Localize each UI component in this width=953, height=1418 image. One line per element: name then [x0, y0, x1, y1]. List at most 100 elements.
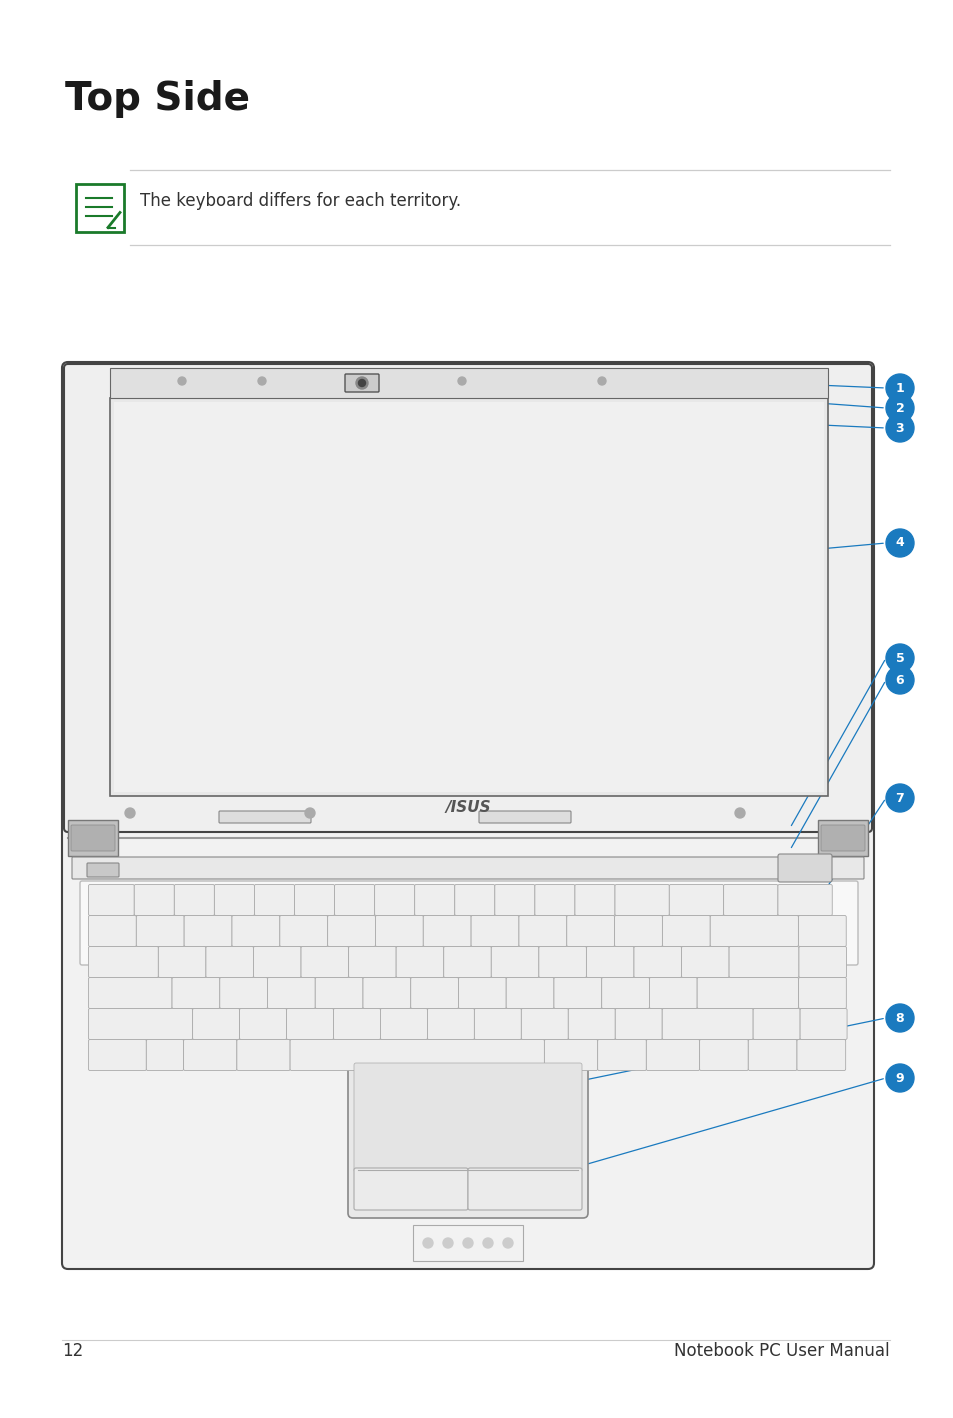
FancyBboxPatch shape [375, 885, 415, 916]
FancyBboxPatch shape [586, 946, 634, 977]
FancyBboxPatch shape [778, 854, 831, 882]
FancyBboxPatch shape [798, 946, 845, 977]
FancyBboxPatch shape [68, 820, 118, 856]
Circle shape [305, 808, 314, 818]
FancyBboxPatch shape [800, 1008, 846, 1039]
FancyBboxPatch shape [206, 946, 253, 977]
FancyBboxPatch shape [254, 885, 294, 916]
FancyBboxPatch shape [423, 916, 471, 946]
Circle shape [462, 1238, 473, 1248]
FancyBboxPatch shape [380, 1008, 427, 1039]
FancyBboxPatch shape [134, 885, 174, 916]
FancyBboxPatch shape [327, 916, 375, 946]
FancyBboxPatch shape [634, 946, 680, 977]
Text: 6: 6 [895, 674, 903, 686]
FancyBboxPatch shape [219, 811, 311, 822]
FancyBboxPatch shape [411, 977, 458, 1008]
Text: Notebook PC User Manual: Notebook PC User Manual [674, 1341, 889, 1360]
Text: 1: 1 [895, 381, 903, 394]
Text: 5: 5 [895, 651, 903, 665]
FancyBboxPatch shape [80, 881, 857, 966]
Circle shape [885, 784, 913, 813]
FancyBboxPatch shape [354, 1168, 468, 1210]
Text: Top Side: Top Side [65, 79, 250, 118]
FancyBboxPatch shape [723, 885, 777, 916]
Text: 9: 9 [895, 1072, 903, 1085]
FancyBboxPatch shape [597, 1039, 646, 1071]
FancyBboxPatch shape [495, 885, 535, 916]
FancyBboxPatch shape [669, 885, 723, 916]
FancyBboxPatch shape [777, 885, 831, 916]
FancyBboxPatch shape [798, 977, 845, 1008]
FancyBboxPatch shape [267, 977, 314, 1008]
FancyBboxPatch shape [110, 369, 827, 398]
FancyBboxPatch shape [89, 885, 134, 916]
FancyBboxPatch shape [699, 1039, 747, 1071]
FancyBboxPatch shape [87, 864, 119, 876]
FancyBboxPatch shape [71, 856, 863, 879]
FancyBboxPatch shape [193, 1008, 239, 1039]
Text: 8: 8 [895, 1011, 903, 1024]
Circle shape [885, 666, 913, 693]
FancyBboxPatch shape [172, 977, 219, 1008]
FancyBboxPatch shape [817, 820, 867, 856]
FancyBboxPatch shape [354, 1064, 581, 1173]
FancyBboxPatch shape [680, 946, 728, 977]
FancyBboxPatch shape [661, 916, 709, 946]
FancyBboxPatch shape [375, 916, 423, 946]
FancyBboxPatch shape [294, 885, 335, 916]
FancyBboxPatch shape [290, 1039, 544, 1071]
FancyBboxPatch shape [468, 1168, 581, 1210]
FancyBboxPatch shape [89, 946, 158, 977]
FancyBboxPatch shape [395, 946, 443, 977]
FancyBboxPatch shape [661, 1008, 752, 1039]
FancyBboxPatch shape [427, 1008, 474, 1039]
FancyBboxPatch shape [62, 362, 873, 1269]
FancyBboxPatch shape [301, 946, 348, 977]
FancyBboxPatch shape [491, 946, 538, 977]
FancyBboxPatch shape [478, 811, 571, 822]
FancyBboxPatch shape [89, 977, 172, 1008]
FancyBboxPatch shape [554, 977, 601, 1008]
FancyBboxPatch shape [535, 885, 575, 916]
FancyBboxPatch shape [146, 1039, 183, 1071]
Circle shape [885, 394, 913, 423]
FancyBboxPatch shape [279, 916, 327, 946]
FancyBboxPatch shape [601, 977, 649, 1008]
Circle shape [442, 1238, 453, 1248]
FancyBboxPatch shape [821, 825, 864, 851]
FancyBboxPatch shape [566, 916, 614, 946]
FancyBboxPatch shape [239, 1008, 286, 1039]
FancyBboxPatch shape [236, 1039, 290, 1071]
FancyBboxPatch shape [458, 977, 506, 1008]
FancyBboxPatch shape [89, 1008, 193, 1039]
FancyBboxPatch shape [253, 946, 301, 977]
Circle shape [885, 644, 913, 672]
FancyBboxPatch shape [76, 183, 124, 231]
FancyBboxPatch shape [544, 1039, 597, 1071]
FancyBboxPatch shape [219, 977, 267, 1008]
Text: The keyboard differs for each territory.: The keyboard differs for each territory. [140, 193, 460, 210]
Circle shape [502, 1238, 513, 1248]
FancyBboxPatch shape [335, 885, 375, 916]
FancyBboxPatch shape [89, 1039, 146, 1071]
FancyBboxPatch shape [334, 1008, 380, 1039]
Circle shape [355, 377, 368, 389]
FancyBboxPatch shape [113, 401, 823, 793]
FancyBboxPatch shape [728, 946, 798, 977]
Circle shape [885, 529, 913, 557]
FancyBboxPatch shape [345, 374, 378, 391]
FancyBboxPatch shape [538, 946, 586, 977]
FancyBboxPatch shape [615, 885, 669, 916]
FancyBboxPatch shape [474, 1008, 520, 1039]
FancyBboxPatch shape [183, 1039, 236, 1071]
FancyBboxPatch shape [752, 1008, 800, 1039]
FancyBboxPatch shape [709, 916, 798, 946]
FancyBboxPatch shape [443, 946, 491, 977]
Text: 4: 4 [895, 536, 903, 550]
Circle shape [734, 808, 744, 818]
Text: 2: 2 [895, 401, 903, 414]
FancyBboxPatch shape [614, 916, 661, 946]
Circle shape [885, 1064, 913, 1092]
Circle shape [125, 808, 135, 818]
